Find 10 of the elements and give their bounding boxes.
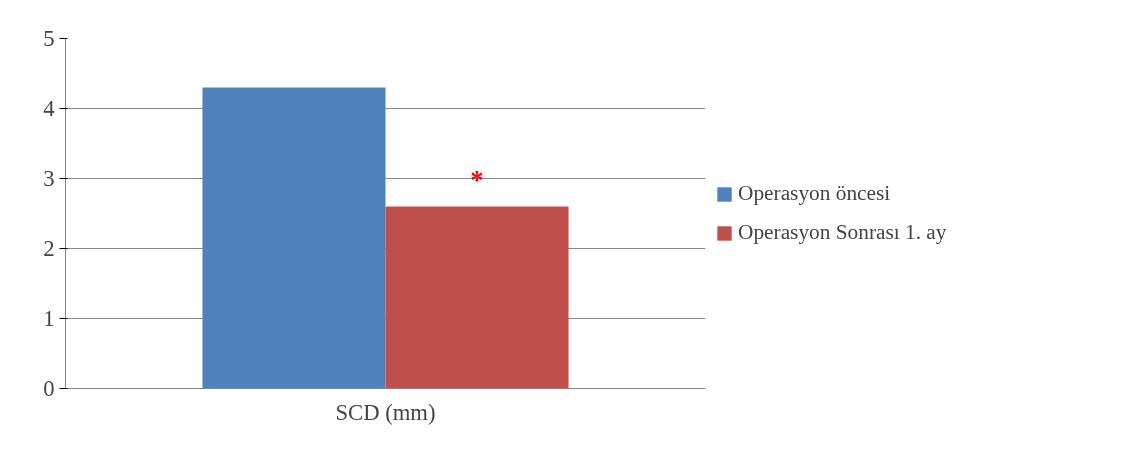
x-tick-label: SCD (mm) <box>335 399 436 425</box>
legend-label: Operasyon öncesi <box>738 181 891 206</box>
annotation: * <box>470 164 484 195</box>
y-tick-label: 3 <box>43 166 55 191</box>
y-tick-label: 5 <box>43 26 55 51</box>
y-tick-label: 0 <box>43 376 55 401</box>
y-tick-label: 2 <box>43 236 55 261</box>
legend-label: Operasyon Sonrası 1. ay <box>738 220 947 245</box>
y-tick-label: 1 <box>43 306 55 331</box>
y-tick-label: 4 <box>43 96 55 121</box>
